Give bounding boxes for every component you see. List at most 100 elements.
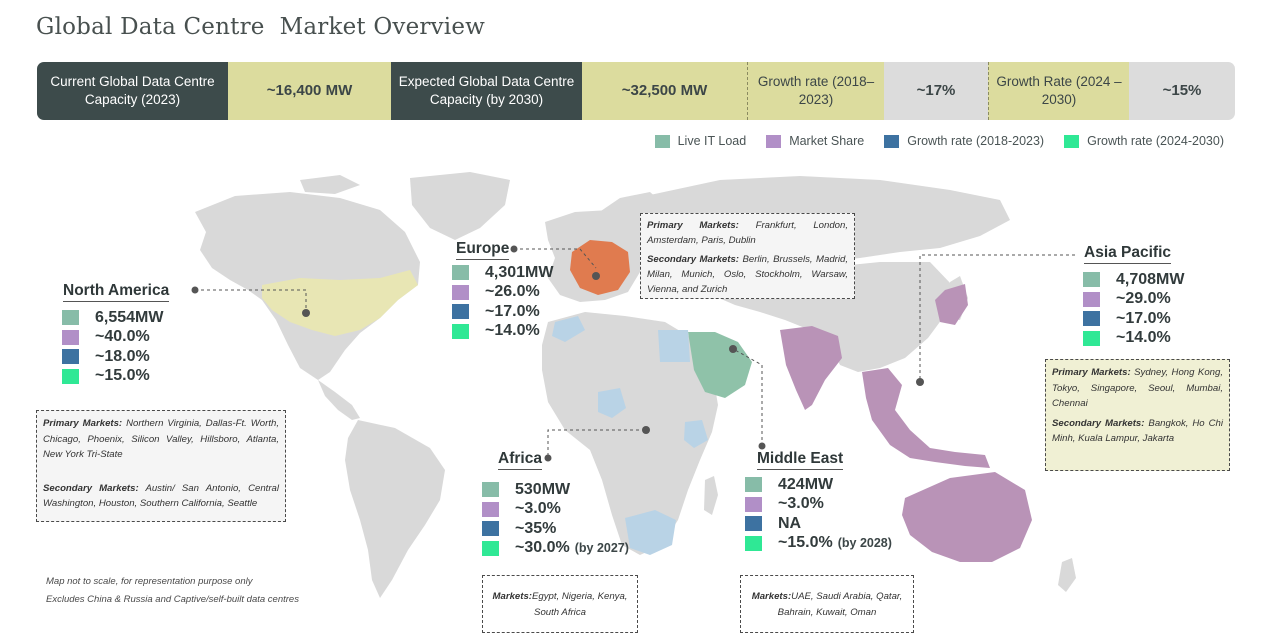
metric-growth-2018-2023: ~17.0%	[452, 302, 553, 322]
legend-swatch	[884, 134, 900, 148]
footnote-exclusions: Excludes China & Russia and Captive/self…	[46, 594, 299, 605]
metric-value: ~3.0%	[778, 495, 824, 513]
primary-markets-text: Northern Virginia, Dallas-Ft. Worth, Chi…	[43, 418, 279, 460]
metric-live-it-load: 530MW	[482, 480, 629, 500]
swatch-market-share	[62, 329, 79, 345]
swatch-live-it-load	[452, 265, 469, 281]
connector-dots	[191, 245, 924, 462]
metric-live-it-load: 6,554MW	[62, 308, 163, 328]
kenya-highlight	[684, 420, 708, 448]
nigeria-highlight	[598, 388, 626, 418]
metric-value: ~15.0%	[95, 367, 150, 385]
markets-box-africa: Markets:Egypt, Nigeria, Kenya, South Afr…	[482, 575, 638, 633]
madagascar	[704, 476, 718, 515]
metrics-europe: 4,301MW ~26.0% ~17.0% ~14.0%	[452, 263, 553, 341]
legend-item-growth-2018-2023: Growth rate (2018-2023)	[884, 134, 1044, 148]
metric-note: (by 2028)	[837, 536, 892, 551]
region-title-middle-east: Middle East	[757, 450, 844, 470]
metric-value: ~17.0%	[1116, 309, 1171, 327]
metric-market-share: ~26.0%	[452, 283, 553, 303]
swatch-growth-2018-2023	[1083, 311, 1100, 327]
legend-swatch	[766, 134, 782, 148]
swatch-market-share	[745, 496, 762, 512]
legend-label: Live IT Load	[677, 134, 747, 148]
markets-box-north-america: Primary Markets: Northern Virginia, Dall…	[36, 410, 286, 522]
africa-dot	[544, 454, 552, 462]
metric-growth-2018-2023: ~18.0%	[62, 347, 163, 367]
british-isles	[558, 236, 576, 262]
secondary-markets-label: Secondary Markets:	[43, 482, 139, 494]
stat-current-capacity-label: Current Global Data Centre Capacity (202…	[37, 62, 228, 120]
asia-pacific-highlight-india	[780, 326, 842, 410]
primary-markets-label: Primary Markets:	[647, 220, 739, 231]
legend-label: Growth rate (2018-2023)	[907, 134, 1045, 148]
stat-expected-capacity-value: ~32,500 MW	[582, 62, 747, 120]
markets-text: UAE, Saudi Arabia, Qatar, Bahrain, Kuwai…	[777, 591, 903, 618]
south-america	[345, 420, 445, 598]
secondary-markets-label: Secondary Markets:	[647, 254, 739, 265]
swatch-growth-2024-2030	[1083, 330, 1100, 346]
metric-value: ~40.0%	[95, 328, 150, 346]
swatch-market-share	[482, 501, 499, 517]
swatch-growth-2018-2023	[62, 349, 79, 365]
arctic-islands	[300, 175, 360, 194]
metric-growth-2018-2023: ~17.0%	[1083, 309, 1184, 329]
stat-current-capacity-value: ~16,400 MW	[228, 62, 391, 120]
metric-value: ~15.0%	[778, 534, 833, 552]
legend-item-market-share: Market Share	[766, 134, 864, 148]
swatch-live-it-load	[1083, 272, 1100, 288]
asia-pacific-highlight-australia	[902, 472, 1032, 562]
new-zealand	[1058, 558, 1076, 592]
swatch-live-it-load	[745, 477, 762, 493]
africa-connector	[547, 429, 646, 456]
morocco-highlight	[552, 316, 585, 342]
page-title: Global Data Centre Market Overview	[36, 14, 486, 40]
africa-landmass	[542, 312, 718, 555]
swatch-market-share	[1083, 291, 1100, 307]
region-title-north-america: North America	[63, 282, 170, 302]
region-title-europe: Europe	[456, 240, 510, 260]
metrics-north-america: 6,554MW ~40.0% ~18.0% ~15.0%	[62, 308, 163, 386]
swatch-live-it-load	[62, 310, 79, 326]
north-america-dot	[191, 286, 199, 294]
region-title-africa: Africa	[498, 450, 542, 470]
markets-box-middle-east: Markets:UAE, Saudi Arabia, Qatar, Bahrai…	[740, 575, 914, 633]
markets-label: Markets:	[492, 591, 532, 602]
secondary-markets-text: Austin/ San Antonio, Central Washington,…	[43, 482, 280, 510]
swatch-growth-2024-2030	[452, 323, 469, 339]
metric-market-share: ~3.0%	[482, 500, 629, 520]
primary-markets-label: Primary Markets:	[1052, 367, 1131, 378]
connector-lines	[195, 248, 1075, 456]
metric-growth-2024-2030: ~15.0%	[62, 367, 163, 387]
secondary-markets-text: Berlin, Brussels, Madrid, Milan, Munich,…	[647, 254, 849, 295]
metric-value: NA	[778, 514, 802, 532]
legend-item-growth-2024-2030: Growth rate (2024-2030)	[1064, 134, 1224, 148]
stat-growth-2024-2030-label: Growth Rate (2024 – 2030)	[988, 62, 1129, 120]
central-america	[318, 380, 360, 420]
markets-text: Egypt, Nigeria, Kenya, South Africa	[532, 591, 628, 618]
legend: Live IT Load Market Share Growth rate (2…	[654, 134, 1224, 148]
stat-growth-2018-2023-value: ~17%	[884, 62, 988, 120]
africa-map-dot	[642, 426, 650, 434]
stats-banner: Current Global Data Centre Capacity (202…	[37, 62, 1235, 120]
metric-growth-2024-2030: ~14.0%	[452, 322, 553, 342]
metric-growth-2024-2030: ~30.0% (by 2027)	[482, 539, 629, 559]
asia-pacific-highlight-southeast	[862, 368, 990, 468]
metric-value: 424MW	[778, 475, 834, 493]
metric-value: ~14.0%	[1116, 329, 1171, 347]
metrics-africa: 530MW ~3.0% ~35% ~30.0% (by 2027)	[482, 480, 629, 558]
legend-swatch	[654, 134, 670, 148]
metric-growth-2018-2023: ~35%	[482, 519, 629, 539]
africa-highlights	[552, 316, 708, 555]
legend-swatch	[1064, 134, 1080, 148]
legend-item-live-it-load: Live IT Load	[654, 134, 747, 148]
metric-value: 530MW	[515, 480, 571, 498]
north-america-connector	[195, 289, 307, 312]
metric-value: 6,554MW	[95, 308, 164, 326]
region-title-asia-pacific: Asia Pacific	[1084, 244, 1172, 264]
primary-markets-text: Sydney, Hong Kong, Tokyo, Singapore, Seo…	[1052, 367, 1224, 409]
metric-value: ~3.0%	[515, 500, 561, 518]
secondary-markets-label: Secondary Markets:	[1052, 417, 1145, 429]
south-africa-highlight	[625, 510, 676, 555]
stat-expected-capacity-label: Expected Global Data Centre Capacity (by…	[391, 62, 582, 120]
